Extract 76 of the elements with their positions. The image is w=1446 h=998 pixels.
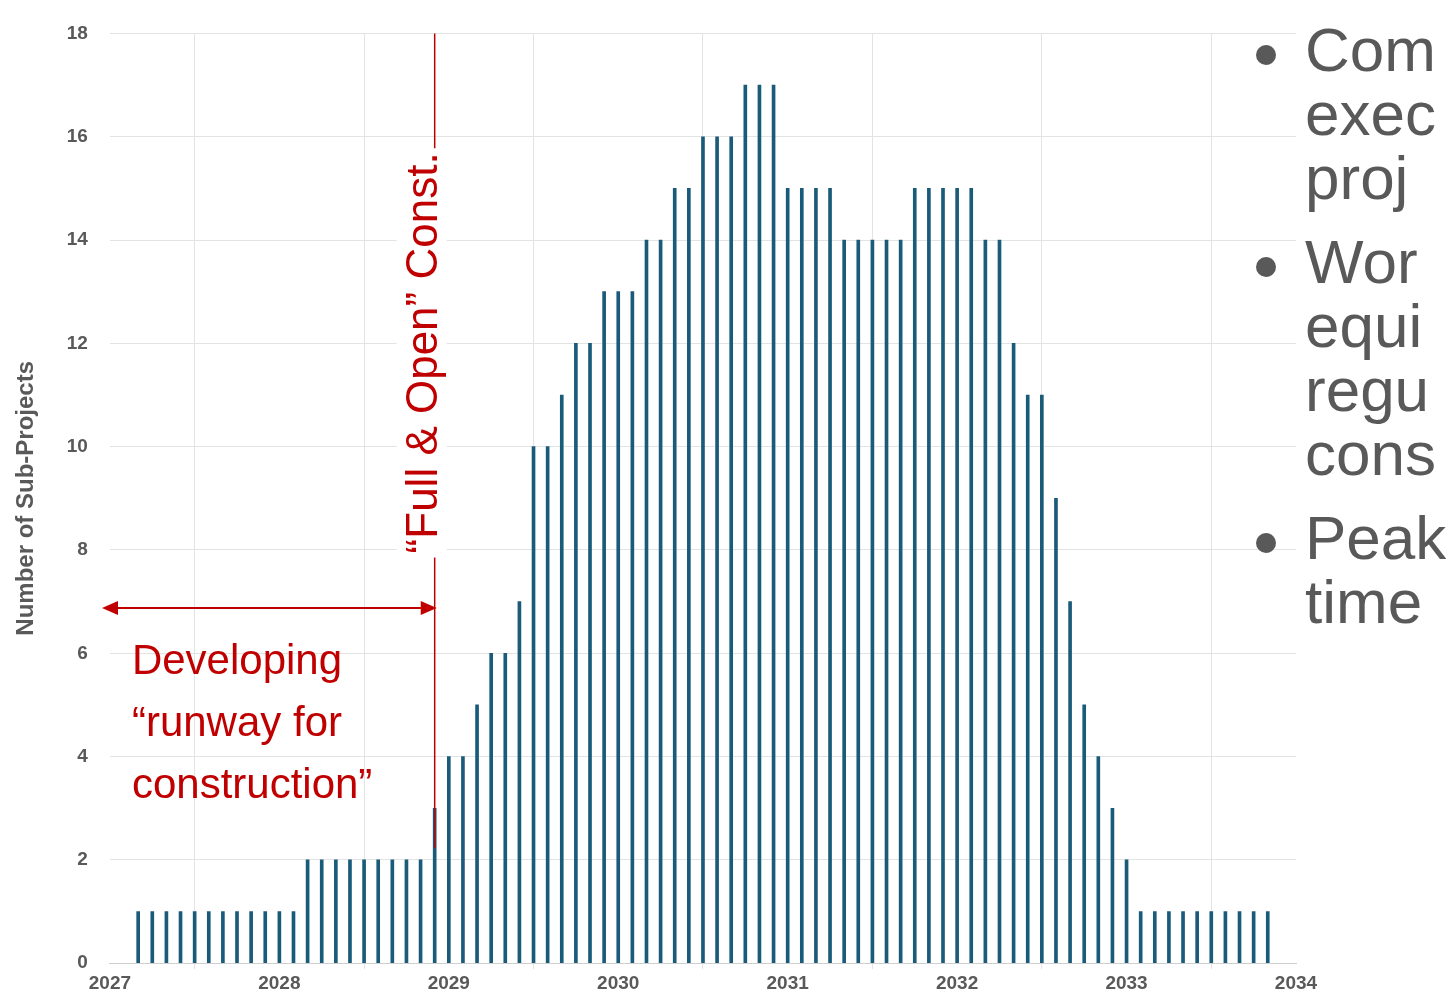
y-axis-title: Number of Sub-Projects — [11, 360, 39, 636]
bar — [701, 136, 705, 964]
bar — [475, 704, 479, 964]
bar — [856, 239, 861, 964]
x-tick-label: 2027 — [88, 971, 132, 993]
text: Com exec proj — [1305, 15, 1437, 212]
bar — [503, 652, 508, 964]
bar — [574, 343, 578, 964]
y-tick-label: 18 — [66, 21, 88, 43]
bar — [1096, 756, 1101, 964]
bar — [602, 291, 606, 964]
x-tick-label: 2033 — [1105, 971, 1148, 993]
x-tick-label: 2032 — [935, 971, 979, 993]
bar — [206, 911, 211, 964]
x-tick-label: 2031 — [766, 971, 810, 993]
x-tick-label: 2028 — [258, 971, 301, 993]
bar — [1181, 911, 1185, 964]
y-tick-label: 4 — [77, 744, 89, 766]
bar — [1054, 497, 1058, 964]
bar — [1082, 704, 1087, 964]
bar — [743, 84, 748, 964]
bar — [1040, 394, 1044, 964]
bar — [446, 756, 451, 964]
bar — [249, 911, 253, 964]
bar — [1025, 394, 1030, 964]
y-tick-label: 12 — [66, 331, 88, 353]
bar — [348, 859, 352, 964]
bar — [376, 859, 381, 964]
bar — [927, 188, 931, 964]
bar — [729, 136, 734, 964]
bar — [912, 188, 917, 964]
bar — [687, 188, 691, 964]
bar — [221, 911, 225, 964]
bar — [1167, 911, 1171, 964]
bar — [263, 911, 268, 964]
bar — [1209, 911, 1214, 964]
bar — [969, 188, 974, 964]
bar — [715, 136, 719, 964]
x-tick-label: 2029 — [427, 971, 470, 993]
annotation: Developing “runway for construction” — [131, 635, 374, 810]
bar — [828, 188, 832, 964]
y-tick-label: 16 — [66, 124, 88, 146]
bar — [559, 394, 564, 964]
bar — [235, 911, 239, 964]
bar — [319, 859, 324, 964]
bar — [461, 756, 465, 964]
bar — [136, 911, 140, 964]
bar — [1138, 911, 1143, 964]
bar — [955, 188, 959, 964]
bar — [1152, 911, 1157, 964]
bar — [1068, 601, 1072, 964]
y-tick-label: 2 — [77, 848, 88, 870]
text: Wor equi regu cons — [1305, 227, 1437, 488]
bar — [489, 652, 493, 964]
x-tick-label: 2030 — [597, 971, 640, 993]
ref-line-label: “Full & Open” Const. — [396, 152, 446, 554]
y-tick-label: 0 — [77, 951, 88, 973]
bar — [432, 807, 437, 964]
y-tick-label: 10 — [66, 434, 88, 456]
bar — [785, 188, 790, 964]
bar — [672, 188, 677, 964]
bar — [814, 188, 818, 964]
bar — [150, 911, 155, 964]
bar — [1265, 911, 1270, 964]
bar — [616, 291, 621, 964]
bar — [842, 239, 846, 964]
bar — [1195, 911, 1199, 964]
bar — [334, 859, 338, 964]
bar — [941, 188, 945, 964]
y-tick-label: 14 — [66, 228, 89, 250]
bar — [362, 859, 366, 964]
bar — [799, 188, 804, 964]
bar — [588, 343, 592, 964]
y-tick-label: 8 — [77, 538, 88, 560]
y-tick-label: 6 — [77, 641, 88, 663]
x-tick-label: 2034 — [1274, 971, 1318, 993]
